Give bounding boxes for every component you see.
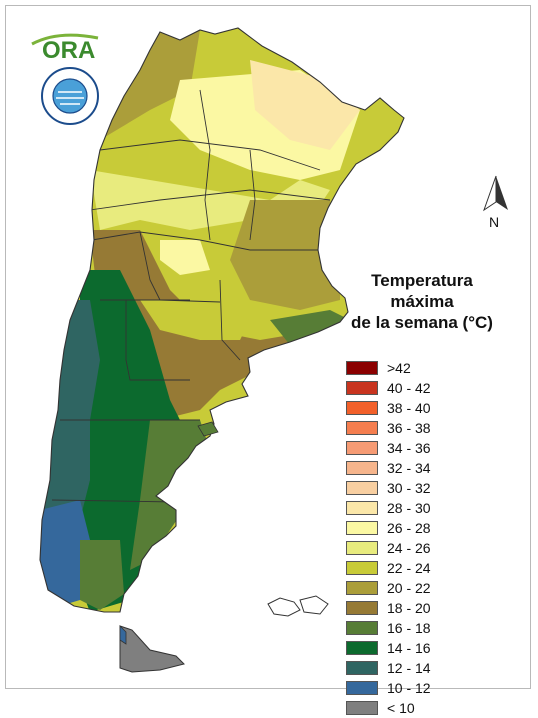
north-arrow: N xyxy=(483,175,508,230)
legend-item: 18 - 20 xyxy=(346,598,506,618)
legend-item: 28 - 30 xyxy=(346,498,506,518)
legend-swatch xyxy=(346,401,378,415)
temperature-map xyxy=(39,27,405,673)
legend-swatch xyxy=(346,421,378,435)
legend-item: 26 - 28 xyxy=(346,518,506,538)
legend-label: 32 - 34 xyxy=(387,460,431,476)
legend-swatch xyxy=(346,561,378,575)
legend-swatch xyxy=(346,381,378,395)
legend-item: 14 - 16 xyxy=(346,638,506,658)
legend: Temperatura máxima de la semana (°C) >42… xyxy=(346,270,506,718)
legend-swatch xyxy=(346,701,378,715)
legend-item: 20 - 22 xyxy=(346,578,506,598)
legend-swatch xyxy=(346,641,378,655)
legend-item: 38 - 40 xyxy=(346,398,506,418)
legend-label: 14 - 16 xyxy=(387,640,431,656)
legend-label: 22 - 24 xyxy=(387,560,431,576)
smn-logo xyxy=(41,67,99,125)
legend-label: 16 - 18 xyxy=(387,620,431,636)
ora-logo: ORA xyxy=(31,33,99,62)
legend-swatch xyxy=(346,681,378,695)
argentina-outline xyxy=(39,27,405,613)
legend-item: 34 - 36 xyxy=(346,438,506,458)
legend-label: >42 xyxy=(387,360,411,376)
legend-items: >42 40 - 42 38 - 40 36 - 38 34 - 36 32 - 34 30… xyxy=(346,358,506,718)
legend-label: 12 - 14 xyxy=(387,660,431,676)
legend-swatch xyxy=(346,581,378,595)
legend-swatch xyxy=(346,501,378,515)
legend-label: 24 - 26 xyxy=(387,540,431,556)
legend-title: Temperatura máxima de la semana (°C) xyxy=(351,271,493,332)
legend-swatch xyxy=(346,601,378,615)
legend-label: 10 - 12 xyxy=(387,680,431,696)
malvinas-islands xyxy=(267,595,329,617)
legend-item: 24 - 26 xyxy=(346,538,506,558)
legend-label: 34 - 36 xyxy=(387,440,431,456)
legend-label: 36 - 38 xyxy=(387,420,431,436)
tierra-del-fuego xyxy=(119,625,185,673)
north-label: N xyxy=(489,214,499,230)
legend-swatch xyxy=(346,441,378,455)
legend-swatch xyxy=(346,461,378,475)
legend-item: 12 - 14 xyxy=(346,658,506,678)
legend-item: 22 - 24 xyxy=(346,558,506,578)
legend-label: 20 - 22 xyxy=(387,580,431,596)
legend-swatch xyxy=(346,621,378,635)
legend-item: < 10 xyxy=(346,698,506,718)
legend-item: 10 - 12 xyxy=(346,678,506,698)
legend-swatch xyxy=(346,481,378,495)
legend-item: 30 - 32 xyxy=(346,478,506,498)
legend-label: 28 - 30 xyxy=(387,500,431,516)
legend-item: 32 - 34 xyxy=(346,458,506,478)
legend-item: >42 xyxy=(346,358,506,378)
legend-item: 40 - 42 xyxy=(346,378,506,398)
legend-label: 18 - 20 xyxy=(387,600,431,616)
ora-logo-text: ORA xyxy=(42,37,95,62)
legend-swatch xyxy=(346,521,378,535)
legend-swatch xyxy=(346,541,378,555)
legend-label: 26 - 28 xyxy=(387,520,431,536)
legend-label: 38 - 40 xyxy=(387,400,431,416)
legend-item: 16 - 18 xyxy=(346,618,506,638)
legend-label: 30 - 32 xyxy=(387,480,431,496)
legend-item: 36 - 38 xyxy=(346,418,506,438)
legend-swatch xyxy=(346,361,378,375)
legend-label: < 10 xyxy=(387,700,415,716)
legend-swatch xyxy=(346,661,378,675)
legend-label: 40 - 42 xyxy=(387,380,431,396)
